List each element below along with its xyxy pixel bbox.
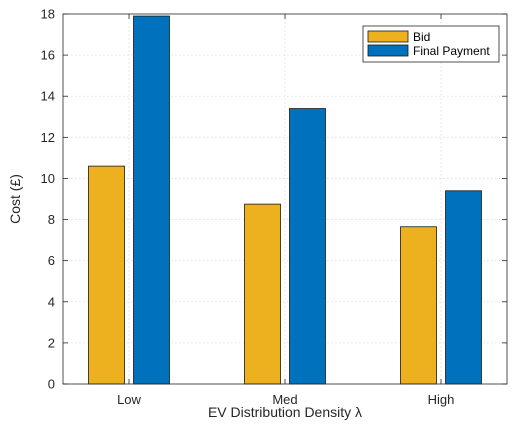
x-axis-ticks: Low Med High <box>117 14 454 407</box>
bar-final-payment-low <box>133 15 170 385</box>
legend-label: Bid <box>413 30 430 44</box>
x-tick-label: Low <box>117 392 141 407</box>
y-tick-label: 16 <box>41 48 55 63</box>
grid-lines <box>63 14 507 384</box>
x-tick-label: High <box>428 392 455 407</box>
y-tick-label: 2 <box>48 335 55 350</box>
y-tick-label: 12 <box>41 130 55 145</box>
y-tick-label: 8 <box>48 212 55 227</box>
bar-bid-low <box>88 165 125 385</box>
bar-bid-med <box>244 203 281 385</box>
y-tick-label: 6 <box>48 253 55 268</box>
y-tick-label: 10 <box>41 171 55 186</box>
y-tick-label: 0 <box>48 377 55 392</box>
bar-final-payment-high <box>445 190 482 385</box>
y-tick-label: 14 <box>41 89 55 104</box>
y-axis-ticks: 0 2 4 6 8 10 12 14 16 18 <box>41 7 507 392</box>
bar-bid-high <box>400 226 437 385</box>
y-tick-label: 18 <box>41 7 55 22</box>
x-axis-label: EV Distribution Density λ <box>208 404 362 420</box>
legend-swatch <box>367 30 409 43</box>
legend-label: Final Payment <box>413 44 490 58</box>
y-axis-label: Cost (£) <box>7 174 23 224</box>
y-tick-label: 4 <box>48 294 55 309</box>
x-tick-label: Med <box>272 392 297 407</box>
bars <box>88 15 482 385</box>
legend-swatch <box>367 44 409 57</box>
bar-final-payment-med <box>289 108 326 385</box>
